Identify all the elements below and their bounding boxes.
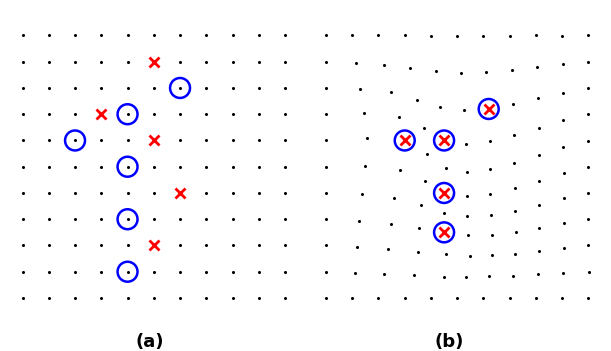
Text: (a): (a) — [136, 333, 164, 351]
Text: (b): (b) — [434, 333, 464, 351]
